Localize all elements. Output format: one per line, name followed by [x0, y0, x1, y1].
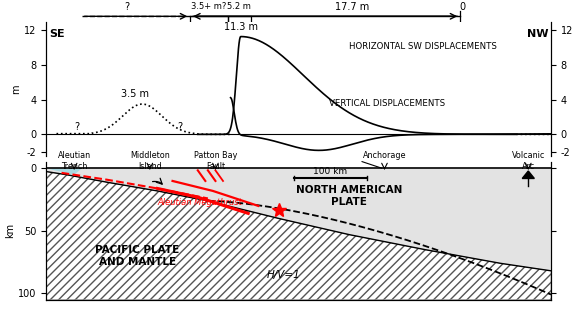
Text: 3.5 m: 3.5 m [121, 89, 148, 99]
Text: 3.5+ m?: 3.5+ m? [191, 2, 227, 11]
Text: Aleutian
Trench: Aleutian Trench [57, 151, 90, 171]
Text: ?: ? [177, 122, 183, 132]
Y-axis label: km: km [6, 223, 16, 238]
Text: Patton Bay
Fault: Patton Bay Fault [194, 151, 237, 171]
Text: Anchorage: Anchorage [362, 151, 406, 160]
Text: SE: SE [49, 29, 64, 39]
Y-axis label: m: m [12, 84, 21, 94]
Text: NW: NW [527, 29, 549, 39]
Text: 100 km: 100 km [313, 167, 347, 176]
Text: ?: ? [125, 2, 130, 12]
Text: VERTICAL DISPLACEMENTS: VERTICAL DISPLACEMENTS [329, 99, 445, 108]
Text: NORTH AMERICAN
PLATE: NORTH AMERICAN PLATE [296, 185, 403, 207]
Text: Aleutian Megathrust: Aleutian Megathrust [157, 198, 242, 207]
Text: 0: 0 [459, 2, 466, 12]
Polygon shape [46, 168, 551, 271]
Text: PACIFIC PLATE
AND MANTLE: PACIFIC PLATE AND MANTLE [95, 245, 179, 267]
Text: 17.7 m: 17.7 m [335, 2, 369, 12]
Polygon shape [46, 172, 551, 300]
Polygon shape [46, 168, 82, 175]
Text: Volcanic
Arc: Volcanic Arc [512, 151, 545, 171]
Text: ?: ? [74, 123, 79, 133]
Text: H/V=1: H/V=1 [267, 270, 300, 280]
Text: 11.3 m: 11.3 m [224, 22, 258, 32]
Text: Middleton
Island: Middleton Island [130, 151, 170, 171]
Text: 5.2 m: 5.2 m [227, 2, 251, 11]
Text: HORIZONTAL SW DISPLACEMENTS: HORIZONTAL SW DISPLACEMENTS [349, 41, 497, 51]
Polygon shape [522, 171, 534, 178]
